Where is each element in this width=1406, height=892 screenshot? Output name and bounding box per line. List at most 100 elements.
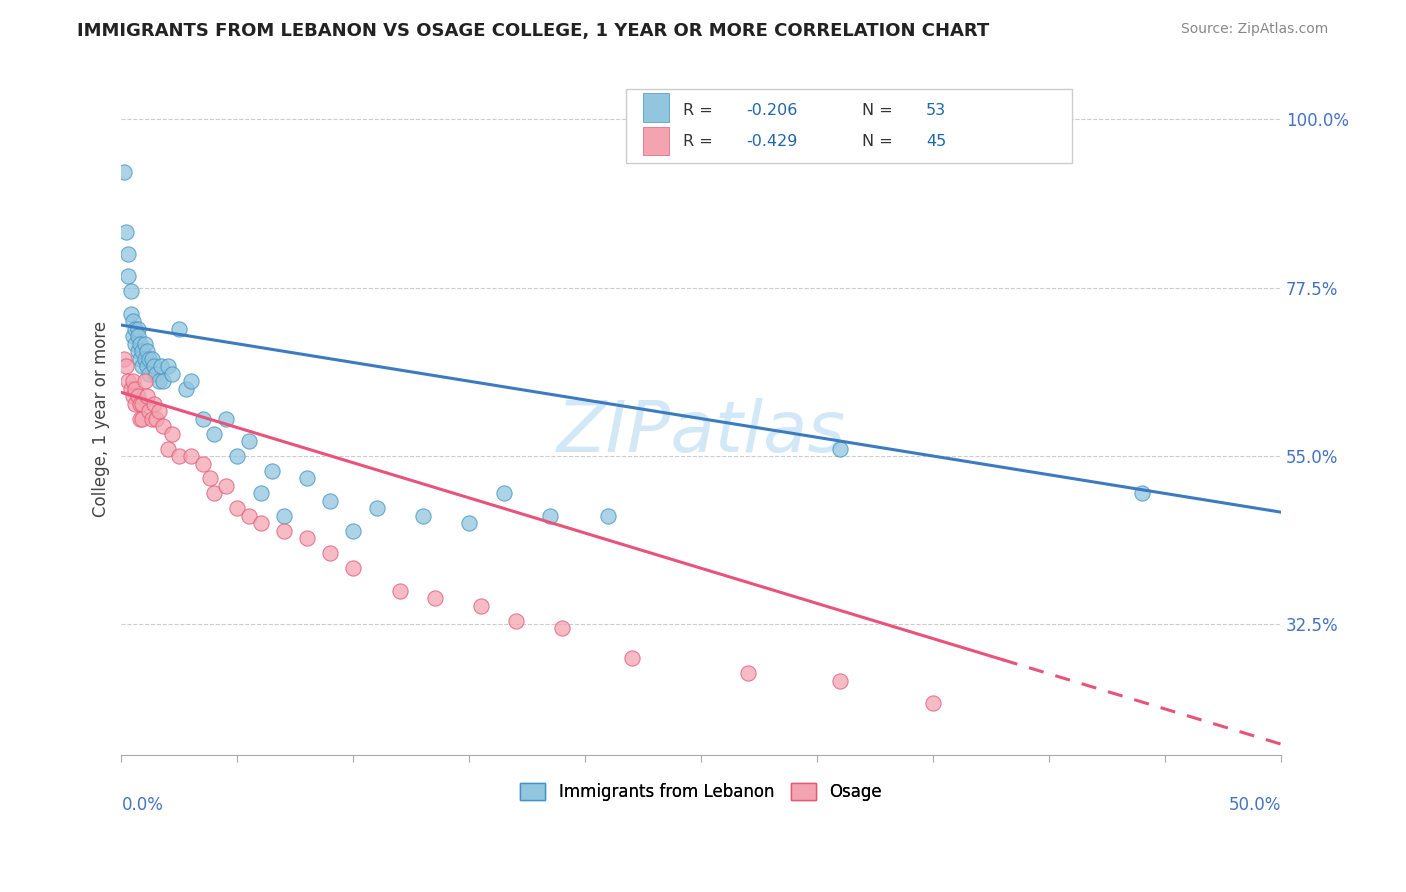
Point (131, 411, 153, 425)
Point (191, 457, 214, 471)
Text: 50.0%: 50.0% (1229, 796, 1281, 814)
Point (145, 411, 167, 425)
Point (136, 344, 159, 359)
Text: 53: 53 (927, 103, 946, 118)
Point (202, 426, 225, 441)
Point (226, 501, 249, 516)
Point (238, 434, 260, 448)
Point (342, 524, 364, 538)
Point (156, 359, 179, 374)
Point (120, 307, 142, 321)
Point (124, 382, 146, 396)
Point (145, 367, 167, 381)
Point (162, 367, 184, 381)
Point (129, 336, 152, 351)
Point (505, 614, 527, 628)
Point (142, 359, 165, 374)
Point (141, 351, 163, 366)
Point (127, 344, 149, 359)
Point (134, 351, 156, 366)
Point (249, 486, 271, 500)
Point (129, 351, 152, 366)
Point (138, 351, 160, 366)
Point (551, 621, 574, 635)
Point (122, 329, 145, 343)
Point (131, 344, 153, 359)
Point (156, 442, 179, 456)
Point (124, 336, 146, 351)
Y-axis label: College, 1 year or more: College, 1 year or more (93, 320, 110, 516)
Point (620, 651, 643, 665)
Point (120, 382, 142, 396)
Point (138, 404, 160, 418)
Point (131, 397, 153, 411)
Point (117, 374, 139, 388)
Point (198, 471, 221, 485)
Text: 0.0%: 0.0% (121, 796, 163, 814)
Point (273, 524, 295, 538)
Point (319, 546, 342, 560)
Point (169, 449, 191, 463)
Point (1130, 486, 1153, 500)
Bar (643, 127, 669, 155)
Text: R =: R = (683, 134, 717, 149)
FancyBboxPatch shape (626, 88, 1073, 162)
Point (131, 359, 153, 374)
Point (470, 599, 492, 613)
Point (134, 374, 156, 388)
Point (295, 471, 318, 485)
Point (115, 225, 138, 239)
Point (922, 696, 945, 710)
Point (412, 508, 434, 523)
Point (122, 314, 145, 328)
Point (136, 359, 159, 374)
Text: R =: R = (683, 103, 717, 118)
Point (598, 508, 620, 523)
Bar (643, 94, 669, 121)
Point (122, 389, 145, 403)
Point (319, 494, 342, 508)
Point (141, 411, 163, 425)
Point (138, 367, 160, 381)
Point (226, 449, 249, 463)
Point (129, 411, 152, 425)
Point (115, 359, 138, 374)
Point (120, 285, 142, 299)
Legend: Immigrants from Lebanon, Osage: Immigrants from Lebanon, Osage (513, 776, 889, 807)
Point (152, 374, 174, 388)
Point (127, 329, 149, 343)
Point (494, 486, 516, 500)
Point (423, 591, 446, 606)
Point (295, 532, 318, 546)
Point (388, 583, 411, 598)
Text: 45: 45 (927, 134, 946, 149)
Point (180, 449, 202, 463)
Point (202, 486, 225, 500)
Point (342, 561, 364, 575)
Point (176, 382, 198, 396)
Point (238, 508, 260, 523)
Point (134, 336, 156, 351)
Point (830, 442, 852, 456)
Text: N =: N = (862, 103, 898, 118)
Text: Source: ZipAtlas.com: Source: ZipAtlas.com (1181, 22, 1329, 37)
Point (129, 397, 152, 411)
Text: -0.429: -0.429 (747, 134, 797, 149)
Point (249, 516, 271, 531)
Point (136, 389, 159, 403)
Point (830, 673, 852, 688)
Point (124, 322, 146, 336)
Point (215, 479, 238, 493)
Point (149, 359, 172, 374)
Text: -0.206: -0.206 (747, 103, 797, 118)
Point (122, 374, 145, 388)
Point (162, 426, 184, 441)
Point (127, 322, 149, 336)
Point (117, 247, 139, 261)
Point (215, 411, 238, 425)
Point (366, 501, 388, 516)
Point (737, 666, 759, 681)
Text: IMMIGRANTS FROM LEBANON VS OSAGE COLLEGE, 1 YEAR OR MORE CORRELATION CHART: IMMIGRANTS FROM LEBANON VS OSAGE COLLEGE… (77, 22, 990, 40)
Point (112, 351, 135, 366)
Point (540, 508, 562, 523)
